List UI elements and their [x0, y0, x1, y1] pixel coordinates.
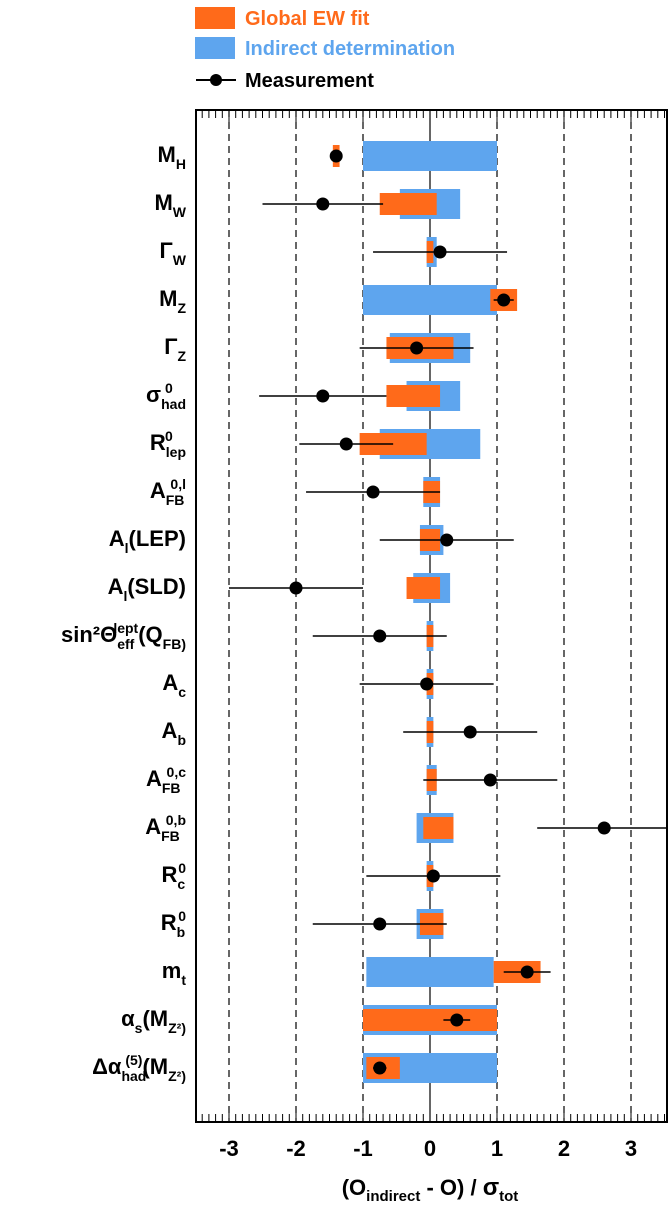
indirect-bar-m-h [363, 141, 497, 171]
global-fit-bar-m-w [379, 193, 437, 215]
observable-label: AFB0,c [146, 764, 186, 796]
observable-label: sin²Θefflept(QFB) [61, 620, 186, 652]
observable-label: ΓW [160, 238, 187, 268]
observable-label: Al(LEP) [109, 526, 186, 556]
measurement-point-s-m-z [450, 1013, 464, 1027]
observable-label: mt [162, 958, 187, 988]
legend-label-indirect-determination: Indirect determination [245, 38, 455, 60]
gridlines [228, 110, 632, 1122]
measurement-point-z [410, 341, 424, 355]
measurement-point-a-l-sld [289, 581, 303, 595]
observable-label: Ab [162, 718, 186, 748]
measurement-point-a-b [463, 725, 477, 739]
measurement-point-sin-eff-lept-q-fb [373, 629, 387, 643]
measurement-point-r-b-0 [373, 917, 387, 931]
measurement-point-a-c [420, 677, 434, 691]
observable-label: Ac [162, 670, 186, 700]
observable-label: MH [158, 142, 186, 172]
legend-label-measurement: Measurement [245, 70, 374, 92]
global-fit-bar-had-0 [386, 385, 441, 407]
measurement-point-r-c-0 [426, 869, 440, 883]
observable-label: αs(MZ²) [121, 1006, 186, 1036]
measurement-point-a-fb-0-c [483, 773, 497, 787]
legend-swatch-indirect-determination [195, 37, 235, 59]
observable-label: AFB0,b [145, 812, 186, 844]
legend-label-global-ew-fit: Global EW fit [245, 8, 370, 30]
observable-label: Rlep0 [150, 428, 186, 460]
measurement-point-a-fb-0-l [366, 485, 380, 499]
observable-label: Rc0 [162, 860, 187, 892]
bars [332, 141, 541, 1083]
measurement-point-m-t [520, 965, 534, 979]
observable-label: MW [154, 190, 186, 220]
measurement-point-a-fb-0-b [597, 821, 611, 835]
x-tick-label: -3 [219, 1136, 239, 1161]
x-axis-label: (Oindirect - O) / σtot [342, 1174, 519, 1205]
measurement-point-r-lep-0 [339, 437, 353, 451]
global-fit-bar-s-m-z [363, 1009, 497, 1031]
observable-labels: MH MW ΓW MZ ΓZ σhad0 Rlep0 AFB0,l Al(LEP) Al(SLD)… [61, 142, 187, 1084]
observable-label: Δαhad(5)(MZ²) [92, 1052, 186, 1084]
measurement-point-had-0 [316, 389, 330, 403]
x-tick-label: 3 [625, 1136, 637, 1161]
indirect-bar-m-t [366, 957, 494, 987]
measurements [229, 149, 667, 1075]
observable-label: σhad0 [146, 380, 186, 412]
plot-border [195, 109, 668, 1123]
measurement-point-had-5-m-z [373, 1061, 387, 1075]
observable-label: AFB0,l [150, 476, 186, 508]
x-tick-label: 1 [491, 1136, 503, 1161]
measurement-point-m-z [497, 293, 511, 307]
x-tick-label: 2 [558, 1136, 570, 1161]
plot-frame [195, 109, 668, 1123]
x-axis: -3 -2 -1 0 1 2 3 [201, 110, 665, 1161]
global-fit-bar-a-fb-0-b [423, 817, 454, 839]
global-fit-bar-a-l-sld [406, 577, 441, 599]
observable-label: ΓZ [164, 334, 186, 364]
observable-label: MZ [159, 286, 186, 316]
legend-swatch-global-ew-fit [195, 7, 235, 29]
measurement-point-m-w [316, 197, 330, 211]
legend: Global EW fit Indirect determination Measu… [195, 7, 455, 92]
observable-label: Al(SLD) [108, 574, 186, 604]
x-axis-title: (Oindirect - O) / σtot [342, 1174, 519, 1205]
measurement-point-a-l-lep [440, 533, 454, 547]
legend-marker-measurement [210, 74, 222, 86]
measurement-point-w [433, 245, 447, 259]
measurement-point-m-h [329, 149, 343, 163]
indirect-bar-m-z [363, 285, 497, 315]
observable-label: Rb0 [161, 908, 186, 940]
x-tick-label: -1 [353, 1136, 373, 1161]
x-tick-label: -2 [286, 1136, 306, 1161]
x-tick-label: 0 [424, 1136, 436, 1161]
